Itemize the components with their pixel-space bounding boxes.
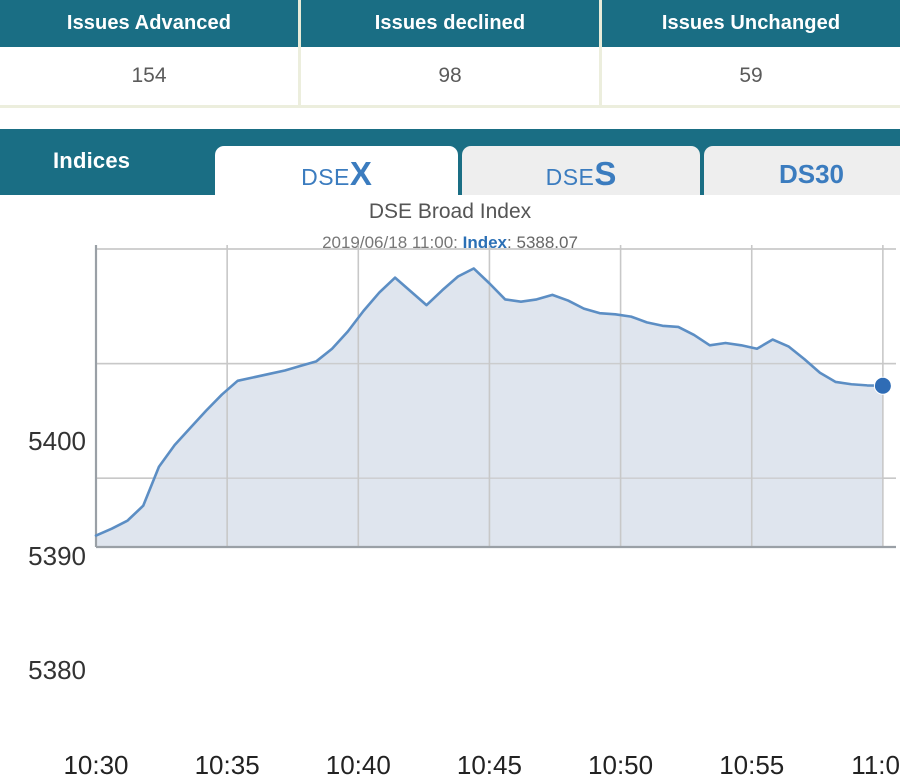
chart-tooltip: 2019/06/18 11:00: Index: 5388.07: [0, 233, 900, 253]
tab-ds30-prefix: DS30: [778, 158, 845, 189]
market-stats-table: Issues Advanced Issues declined Issues U…: [0, 0, 900, 108]
stats-value-issues-declined: 98: [298, 47, 599, 105]
tooltip-key: Index: [462, 233, 508, 252]
chart-plot-area[interactable]: [0, 195, 900, 600]
tooltip-value: 5388.07: [516, 233, 578, 252]
tab-dses-suffix: S: [594, 155, 617, 192]
tab-dsex[interactable]: DSE X: [215, 146, 458, 202]
y-axis-tick-5380: 5380: [28, 655, 86, 686]
tab-dsex-suffix: X: [349, 155, 372, 192]
stats-value-row: 154 98 59: [0, 47, 900, 108]
y-axis-tick-5390: 5390: [28, 540, 86, 571]
x-axis-tick-1030: 10:30: [63, 750, 129, 780]
x-axis-tick-1035: 10:35: [194, 750, 260, 780]
x-axis-tick-1045: 10:45: [456, 750, 522, 780]
stats-header-row: Issues Advanced Issues declined Issues U…: [0, 0, 900, 47]
x-axis-tick-1055: 10:55: [719, 750, 785, 780]
indices-section-label: Indices: [53, 148, 131, 173]
tab-dses-prefix: DSE: [545, 164, 595, 190]
y-axis-tick-5400: 5400: [28, 426, 86, 456]
x-axis-tick-1100: 11:00: [851, 750, 900, 780]
tab-dses[interactable]: DSE S: [462, 146, 700, 202]
stats-value-issues-advanced: 154: [131, 64, 167, 87]
x-axis-tick-1050: 10:50: [588, 750, 654, 780]
tab-ds30[interactable]: DS30: [704, 146, 900, 202]
stats-header-issues-unchanged: Issues Unchanged: [599, 0, 900, 47]
tab-dsex-label: DSE X: [301, 157, 372, 191]
tooltip-datetime: 2019/06/18 11:00:: [322, 233, 458, 252]
x-axis-tick-1040: 10:40: [325, 750, 391, 780]
tab-dses-label: DSE S: [546, 157, 617, 191]
index-chart[interactable]: DSE Broad Index 2019/06/18 11:00: Index:…: [0, 195, 900, 780]
tooltip-separator: :: [507, 233, 512, 252]
stats-header-issues-advanced: Issues Advanced: [66, 12, 232, 34]
stats-header-issues-declined: Issues declined: [298, 0, 599, 47]
stats-value-issues-unchanged: 59: [599, 47, 900, 105]
tab-dsex-prefix: DSE: [301, 164, 350, 190]
tab-ds30-label: DS30: [779, 159, 844, 190]
chart-title: DSE Broad Index: [368, 200, 532, 223]
